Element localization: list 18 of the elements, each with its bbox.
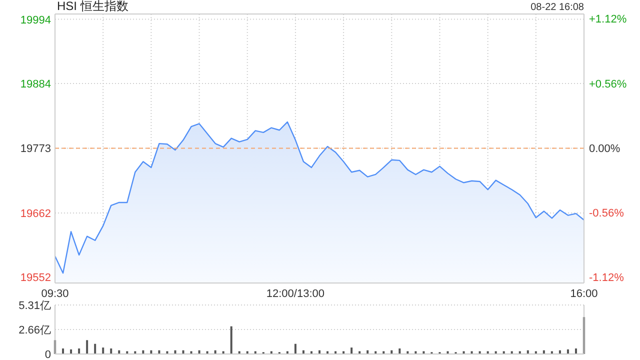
y2tick: -1.12% <box>589 272 624 284</box>
annotation: 08-22 16:08 <box>530 2 584 13</box>
ytick: 0 <box>44 349 51 360</box>
ytick: 19662 <box>20 208 51 220</box>
ytick: 19773 <box>20 143 51 156</box>
ytick: 19552 <box>20 272 51 284</box>
title: HSI 恒生指数 <box>57 0 128 13</box>
y2tick: 0.00% <box>589 142 620 155</box>
xtick: 16:00 <box>570 288 598 300</box>
ytick: 2.66亿 <box>18 324 51 336</box>
xtick: 09:30 <box>41 288 69 300</box>
ytick: 19994 <box>20 14 51 26</box>
y2tick: -0.56% <box>589 208 624 220</box>
y2tick: +1.12% <box>589 14 627 26</box>
y2tick: +0.56% <box>589 78 627 90</box>
xtick: 12:00/13:00 <box>266 288 325 300</box>
ytick: 19884 <box>20 78 51 90</box>
ytick: 5.31亿 <box>18 300 51 312</box>
